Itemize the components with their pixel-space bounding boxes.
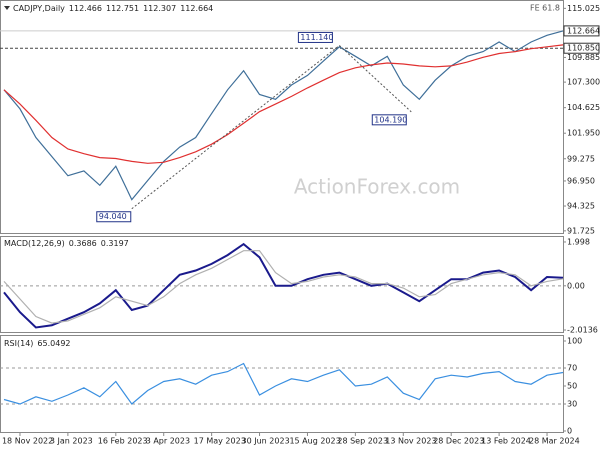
series-line — [3, 250, 564, 324]
price-marker-label: 110.850 — [567, 44, 600, 53]
x-tick-label: 13 Nov 2023 — [385, 437, 436, 446]
y-tick-label: 94.325 — [567, 202, 595, 211]
y-tick-label: 70 — [567, 364, 577, 373]
close: 112.664 — [180, 4, 213, 13]
y-tick-label: 101.950 — [567, 129, 600, 138]
y-tick-label: 96.950 — [567, 176, 595, 185]
macd-reading: 0.3686 — [69, 239, 97, 248]
price-marker — [563, 25, 600, 37]
annotation-label: 104.190 — [374, 115, 407, 124]
x-tick-label: 15 Aug 2023 — [289, 437, 340, 446]
watermark: ActionForex.com — [294, 175, 460, 199]
y-tick-label: 91.725 — [567, 226, 595, 235]
price-marker — [563, 42, 600, 54]
signal-reading: 0.3197 — [101, 239, 129, 248]
annotation-label: 111.140 — [300, 33, 333, 42]
trend-line — [131, 45, 340, 210]
rsi-label: RSI(14) — [4, 339, 33, 348]
y-tick-label: 0.00 — [567, 281, 585, 290]
y-tick-label: -2.0136 — [567, 326, 598, 335]
y-tick-label: 100 — [567, 337, 582, 346]
rsi-header: RSI(14) 65.0492 — [4, 339, 71, 348]
rsi-reading: 65.0492 — [37, 339, 70, 348]
y-tick-label: 99.275 — [567, 154, 595, 163]
symbol: CADJPY,Daily — [13, 4, 65, 13]
x-tick-label: 3 Apr 2023 — [146, 437, 190, 446]
y-tick-label: 30 — [567, 400, 577, 409]
y-tick-label: 50 — [567, 382, 577, 391]
annotation-box — [371, 114, 407, 126]
rsi-panel — [0, 335, 564, 433]
x-tick-label: 13 Feb 2024 — [481, 437, 531, 446]
trend-line — [339, 45, 412, 113]
series-line — [3, 44, 564, 164]
annotation-box — [297, 31, 333, 43]
series-line — [3, 30, 564, 201]
y-tick-label: 0 — [567, 427, 572, 436]
y-tick-label: 1.998 — [567, 237, 590, 246]
x-tick-label: 28 Mar 2024 — [529, 437, 580, 446]
x-tick-label: 28 Sep 2023 — [337, 437, 388, 446]
annotation-label: 94.040 — [99, 212, 127, 221]
low: 112.307 — [143, 4, 176, 13]
x-tick-label: 18 Nov 2022 — [2, 437, 53, 446]
macd-label: MACD(12,26,9) — [4, 239, 65, 248]
price-marker-label: 112.664 — [567, 26, 600, 35]
high: 112.751 — [106, 4, 139, 13]
annotation-box — [96, 211, 132, 223]
x-tick-label: 3 Jan 2023 — [50, 437, 93, 446]
series-line — [3, 362, 564, 405]
open: 112.466 — [69, 4, 102, 13]
y-tick-label: 109.885 — [567, 53, 600, 62]
x-tick-label: 30 Jun 2023 — [242, 437, 290, 446]
y-tick-label: 115.025 — [567, 4, 600, 13]
y-tick-label: 104.625 — [567, 103, 600, 112]
x-tick-label: 16 Feb 2023 — [98, 437, 148, 446]
y-tick-label: 107.300 — [567, 78, 600, 87]
price-header: CADJPY,Daily 112.466 112.751 112.307 112.664 — [13, 4, 213, 13]
x-tick-label: 28 Dec 2023 — [433, 437, 484, 446]
price-panel — [0, 0, 564, 234]
fe-label: FE 61.8 — [530, 4, 560, 13]
macd-panel — [0, 236, 564, 333]
x-tick-label: 17 May 2023 — [194, 437, 246, 446]
menu-icon — [4, 6, 10, 10]
macd-header: MACD(12,26,9) 0.3686 0.3197 — [4, 239, 129, 248]
